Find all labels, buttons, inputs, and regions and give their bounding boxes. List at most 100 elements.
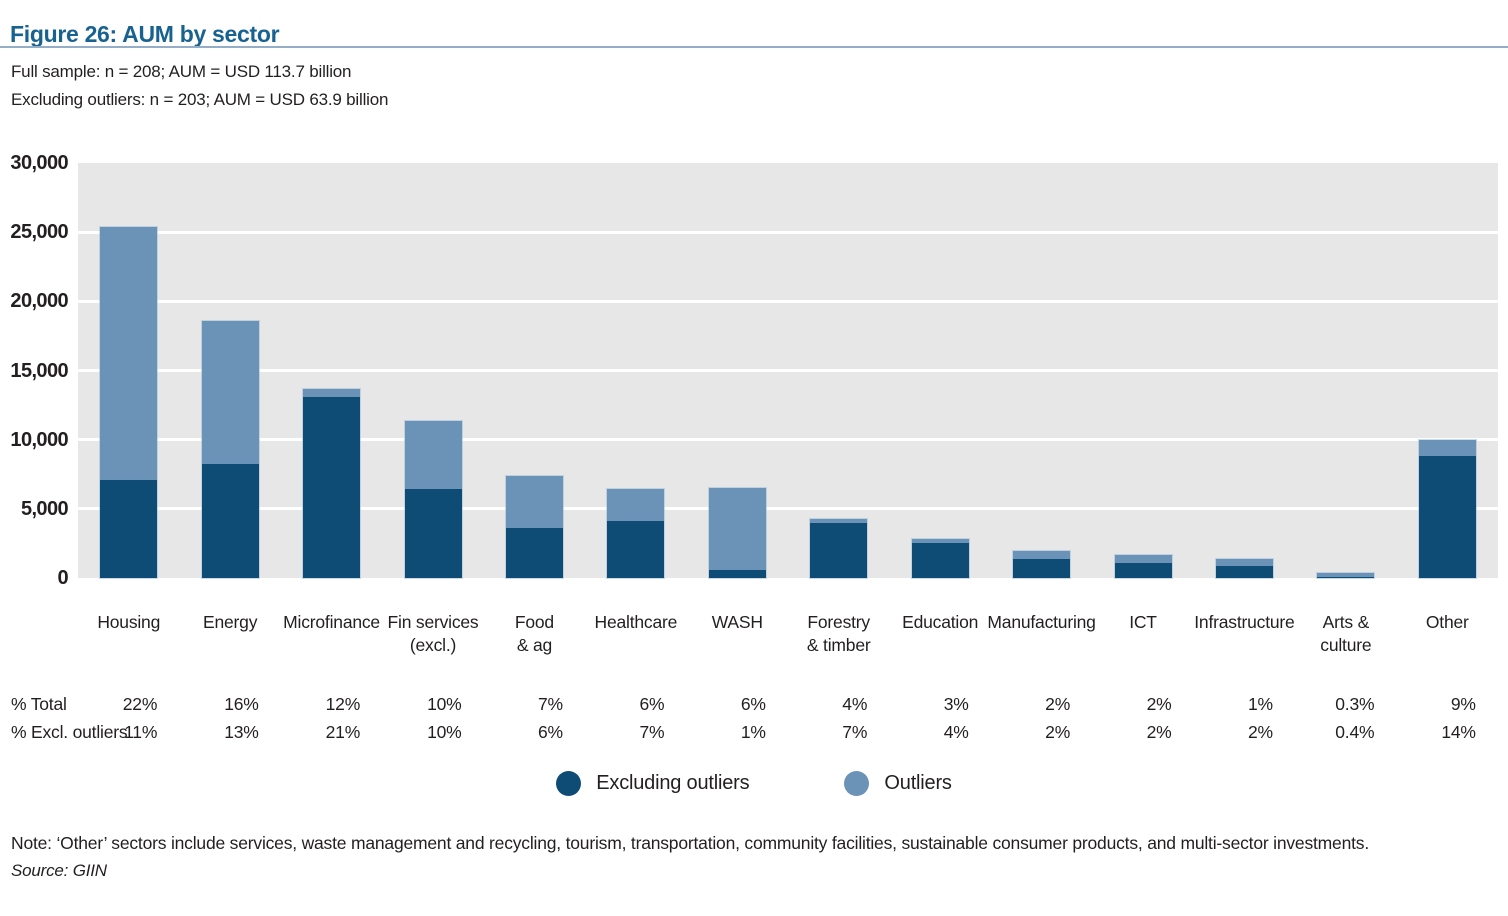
pct-total-education: 3% (943, 694, 969, 714)
bar-wash-excluding-outliers-segment (708, 569, 766, 578)
bar-arts-culture (1316, 572, 1376, 579)
bar-other-excluding-outliers-segment (1418, 456, 1476, 578)
y-tick-20-000: 20,000 (10, 290, 68, 313)
gridline-10000 (78, 438, 1498, 442)
category-label-ict: ICT (1129, 612, 1157, 632)
legend: Excluding outliers Outliers (0, 771, 1508, 796)
pct-excl-outliers-food-ag: 6% (538, 722, 563, 742)
category-label-wash: WASH (711, 612, 763, 632)
bar-food-ag-excluding-outliers-segment (505, 528, 563, 578)
pct-excl-outliers-fin-services-excl: 10% (427, 722, 462, 742)
bar-healthcare (606, 487, 666, 580)
bar-microfinance-outliers-segment (303, 389, 361, 397)
bar-education-outliers-segment (911, 538, 969, 544)
bar-food-ag (504, 475, 564, 579)
pct-total-forestry-timber: 4% (842, 694, 868, 714)
gridline-15000 (78, 369, 1498, 372)
bar-energy-outliers-segment (201, 320, 259, 464)
bar-manufacturing-excluding-outliers-segment (1013, 559, 1071, 578)
gridline-20000 (78, 299, 1498, 303)
category-label-healthcare: Healthcare (594, 612, 678, 632)
y-tick-30-000: 30,000 (10, 152, 68, 174)
category-label-manufacturing: Manufacturing (987, 612, 1096, 632)
bar-education (910, 537, 970, 580)
category-label-fin-services-excl: Fin services (excl.) (387, 612, 479, 655)
figure-title: Figure 26: AUM by sector (10, 21, 280, 48)
category-label-education: Education (902, 612, 979, 632)
bar-arts-culture-outliers-segment (1317, 573, 1375, 577)
y-tick-5-000: 5,000 (20, 497, 69, 520)
category-label-energy: Energy (203, 612, 258, 632)
bar-food-ag-outliers-segment (505, 476, 563, 529)
pct-total-food-ag: 7% (538, 694, 563, 714)
pct-total-infrastructure: 1% (1248, 694, 1273, 714)
legend-item-excluding-outliers: Excluding outliers (556, 771, 750, 796)
y-tick-25-000: 25,000 (10, 221, 68, 244)
pct-total-housing: 22% (122, 694, 158, 714)
bar-infrastructure-excluding-outliers-segment (1215, 566, 1273, 578)
category-label-microfinance: Microfinance (283, 612, 380, 632)
bar-fin-services-excl-excluding-outliers-segment (404, 488, 462, 578)
subtitle-full-sample: Full sample: n = 208; AUM = USD 113.7 bi… (11, 62, 352, 81)
bar-microfinance (302, 388, 362, 579)
excluding-outliers-swatch-icon (556, 771, 582, 796)
outliers-swatch-icon (844, 771, 870, 796)
pct-excl-outliers-other: 14% (1441, 722, 1476, 742)
bar-manufacturing (1012, 550, 1072, 579)
bar-housing-excluding-outliers-segment (100, 479, 158, 578)
bar-forestry-timber (809, 517, 869, 580)
y-axis: 0 5,000 10,000 15,000 20,000 25,000 30,000 (0, 152, 69, 589)
pct-total-microfinance: 12% (325, 694, 361, 714)
category-label-housing: Housing (97, 612, 161, 632)
pct-total-wash: 6% (740, 694, 766, 714)
bar-wash (707, 487, 767, 579)
category-label-arts-culture: Arts & culture (1320, 612, 1372, 655)
bar-ict-outliers-segment (1114, 554, 1172, 564)
bar-healthcare-excluding-outliers-segment (607, 520, 665, 578)
x-axis-labels: Housing Energy Microfinance Fin services (e… (78, 611, 1498, 669)
pct-total-ict: 2% (1146, 694, 1172, 714)
legend-item-outliers: Outliers (844, 771, 952, 796)
pct-excl-outliers-microfinance: 21% (325, 722, 361, 742)
row-label-pct-excl-outliers: % Excl. outliers (11, 722, 128, 742)
pct-excl-outliers-education: 4% (943, 722, 969, 742)
bar-housing (99, 225, 159, 580)
pct-excl-outliers-infrastructure: 2% (1248, 722, 1273, 742)
bar-fin-services-excl-outliers-segment (404, 421, 462, 489)
pct-total-healthcare: 6% (639, 694, 665, 714)
pct-excl-outliers-ict: 2% (1146, 722, 1172, 742)
gridline-5000 (78, 507, 1498, 511)
bar-forestry-timber-excluding-outliers-segment (810, 523, 868, 578)
title-divider (0, 46, 1508, 48)
category-label-other: Other (1425, 612, 1469, 632)
y-tick-0: 0 (57, 567, 68, 589)
bar-manufacturing-outliers-segment (1013, 551, 1071, 560)
bar-energy (200, 319, 260, 580)
pct-excl-outliers-manufacturing: 2% (1045, 722, 1071, 742)
pct-excl-outliers-energy: 13% (224, 722, 259, 742)
figure-source: Source: GIIN (11, 861, 107, 880)
bar-education-excluding-outliers-segment (911, 543, 969, 578)
bar-housing-outliers-segment (100, 226, 158, 480)
category-label-infrastructure: Infrastructure (1194, 612, 1295, 632)
bar-arts-culture-excluding-outliers-segment (1317, 576, 1375, 578)
category-label-forestry-timber: Forestry & timber (806, 612, 871, 655)
pct-total-energy: 16% (224, 694, 259, 714)
pct-total-arts-culture: 0.3% (1335, 694, 1375, 714)
bar-fin-services-excl (403, 420, 463, 579)
bar-healthcare-outliers-segment (607, 488, 665, 521)
pct-excl-outliers-forestry-timber: 7% (842, 722, 868, 742)
pct-total-fin-services-excl: 10% (427, 694, 462, 714)
gridline-25000 (78, 230, 1498, 234)
bar-ict (1113, 553, 1173, 579)
y-tick-10-000: 10,000 (10, 428, 68, 451)
bar-forestry-timber-outliers-segment (810, 518, 868, 524)
row-label-pct-total: % Total (11, 694, 67, 714)
legend-label-excluding-outliers: Excluding outliers (596, 772, 750, 794)
plot-area (78, 163, 1498, 580)
pct-total-manufacturing: 2% (1045, 694, 1071, 714)
bar-infrastructure-outliers-segment (1215, 558, 1273, 567)
subtitle-excluding-outliers: Excluding outliers: n = 203; AUM = USD 6… (11, 90, 389, 109)
legend-label-outliers: Outliers (884, 772, 952, 794)
pct-excl-outliers-housing: 11% (124, 722, 158, 742)
